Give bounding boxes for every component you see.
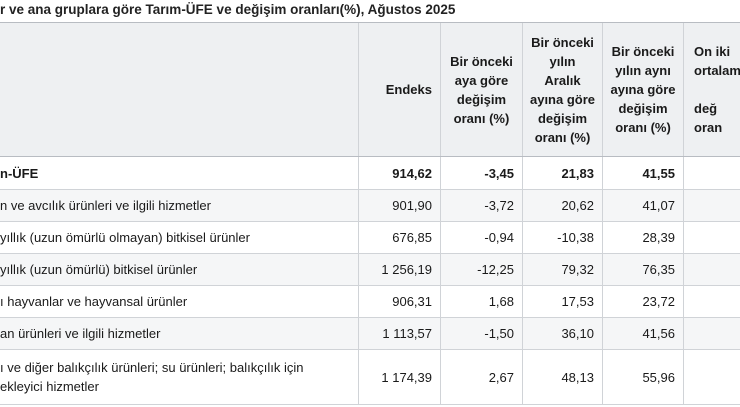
cell-12month-average-change: 2 (683, 318, 740, 349)
row-label: ı ve diğer balıkçılık ürünleri; su ürünl… (0, 360, 304, 394)
row-label: yıllık (uzun ömürlü) bitkisel ürünler (0, 262, 198, 277)
cell-monthly-change: 2,67 (440, 350, 522, 404)
cell-annual-change: 28,39 (602, 222, 683, 253)
cell-12month-average-change: 5 (683, 350, 740, 404)
cell-ytd-change: 21,83 (522, 157, 602, 189)
row-label: yıllık (uzun ömürlü olmayan) bitkisel ür… (0, 230, 250, 245)
cell-12month-average-change: 2 (683, 286, 740, 317)
row-label: ı hayvanlar ve hayvansal ürünler (0, 294, 188, 309)
cell-annual-change: 23,72 (602, 286, 683, 317)
cell-monthly-change: -1,50 (440, 318, 522, 349)
table-row-total: n-ÜFE 914,62 -3,45 21,83 41,55 3 (0, 157, 740, 190)
cell-ytd-change: 79,32 (522, 254, 602, 285)
cell-annual-change: 41,56 (602, 318, 683, 349)
cell-index: 1 113,57 (358, 318, 440, 349)
cell-index: 1 174,39 (358, 350, 440, 404)
table-title: r ve ana gruplara göre Tarım-ÜFE ve deği… (0, 2, 456, 17)
cell-monthly-change: -3,45 (440, 157, 522, 189)
cell-index: 906,31 (358, 286, 440, 317)
cell-annual-change: 55,96 (602, 350, 683, 404)
table-row: yıllık (uzun ömürlü olmayan) bitkisel ür… (0, 222, 740, 254)
row-label: n-ÜFE (0, 165, 39, 181)
cell-index: 1 256,19 (358, 254, 440, 285)
header-ytd-change: Bir önceki yılın Aralık ayına göre değiş… (522, 23, 602, 156)
header-index: Endeks (358, 23, 440, 156)
cell-annual-change: 41,55 (602, 157, 683, 189)
header-annual-change: Bir önceki yılın aynı ayına göre değişim… (602, 23, 683, 156)
table-row: yıllık (uzun ömürlü) bitkisel ürünler 1 … (0, 254, 740, 286)
table-header-row: Endeks Bir önceki aya göre değişim oranı… (0, 23, 740, 157)
cell-ytd-change: 20,62 (522, 190, 602, 221)
agriculture-ppi-table: Endeks Bir önceki aya göre değişim oranı… (0, 22, 740, 405)
cell-monthly-change: -3,72 (440, 190, 522, 221)
cell-monthly-change: -0,94 (440, 222, 522, 253)
cell-annual-change: 41,07 (602, 190, 683, 221)
cell-12month-average-change: 2 (683, 222, 740, 253)
cell-ytd-change: -10,38 (522, 222, 602, 253)
table-row: ı hayvanlar ve hayvansal ürünler 906,31 … (0, 286, 740, 318)
cell-index: 901,90 (358, 190, 440, 221)
row-label: an ürünleri ve ilgili hizmetler (0, 326, 161, 341)
cell-ytd-change: 48,13 (522, 350, 602, 404)
cell-annual-change: 76,35 (602, 254, 683, 285)
cell-monthly-change: -12,25 (440, 254, 522, 285)
header-category (0, 23, 358, 156)
table-row: ı ve diğer balıkçılık ürünleri; su ürünl… (0, 350, 740, 405)
cell-index: 914,62 (358, 157, 440, 189)
cell-12month-average-change: 3 (683, 157, 740, 189)
cell-ytd-change: 17,53 (522, 286, 602, 317)
cell-12month-average-change: 6 (683, 254, 740, 285)
cell-monthly-change: 1,68 (440, 286, 522, 317)
row-label: n ve avcılık ürünleri ve ilgili hizmetle… (0, 198, 211, 213)
table-row: n ve avcılık ürünleri ve ilgili hizmetle… (0, 190, 740, 222)
cell-index: 676,85 (358, 222, 440, 253)
cell-12month-average-change: 3 (683, 190, 740, 221)
table-row: an ürünleri ve ilgili hizmetler 1 113,57… (0, 318, 740, 350)
header-monthly-change: Bir önceki aya göre değişim oranı (%) (440, 23, 522, 156)
header-12month-average-change: On iki ortalama değ oran (683, 23, 740, 156)
cell-ytd-change: 36,10 (522, 318, 602, 349)
